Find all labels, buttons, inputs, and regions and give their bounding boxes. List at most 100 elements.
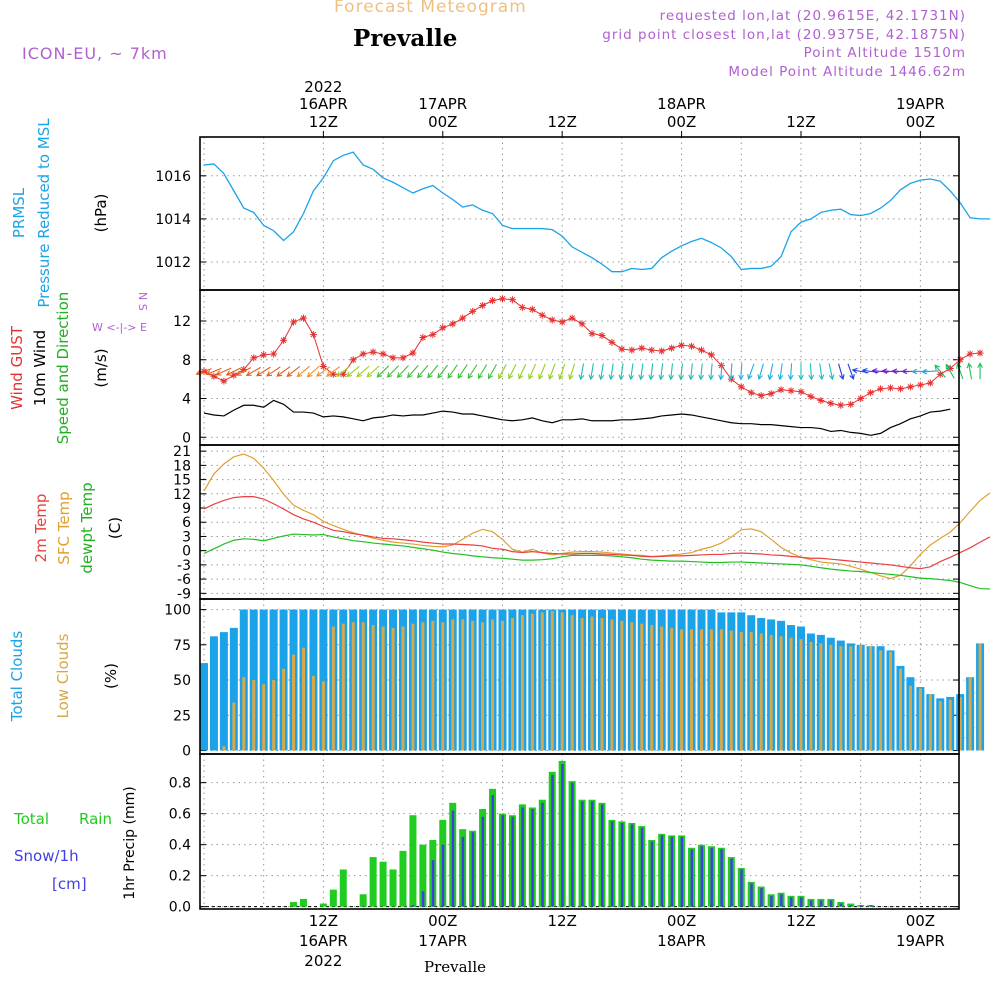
snow-bar [740, 869, 743, 907]
low-cloud-bar [341, 623, 345, 751]
low-cloud-bar [451, 619, 455, 751]
wind-direction-arrow [678, 363, 685, 381]
wind-direction-arrow [477, 364, 488, 380]
wind-gust-marker [678, 341, 686, 349]
wind-direction-arrow [698, 363, 704, 381]
rain-bar [369, 857, 377, 907]
wind-direction-arrow [396, 365, 409, 379]
snow-bar [511, 816, 514, 907]
wind-gust-marker [270, 350, 278, 358]
bottom-hour-label: 00Z [906, 912, 935, 930]
y-tick-label: 6 [182, 515, 191, 531]
wind-gust-marker [648, 346, 656, 354]
wind-gust-marker [598, 332, 606, 340]
low-cloud-bar [461, 619, 465, 751]
wind-gust-marker [976, 349, 984, 357]
low-cloud-bar [431, 620, 435, 751]
wind-direction-arrow [861, 367, 879, 374]
low-cloud-bar [799, 639, 803, 751]
wind-gust-marker [638, 344, 646, 352]
low-cloud-bar [321, 681, 325, 751]
wind-direction-arrow [921, 368, 939, 375]
wind-gust-marker [419, 333, 427, 341]
low-cloud-bar [361, 622, 365, 751]
snow-bar [620, 822, 624, 907]
wind-gust-marker [489, 297, 497, 305]
wind-gust-marker [230, 371, 238, 379]
wind-direction-arrow [266, 366, 281, 377]
snow-bar [501, 815, 504, 907]
wind-direction-arrow [255, 366, 271, 377]
wind-direction-arrow [934, 364, 946, 378]
wind-gust-marker [459, 314, 467, 322]
wind-direction-arrow [628, 363, 635, 381]
wind-gust-marker [409, 349, 417, 357]
rain-bar [379, 861, 387, 907]
low-cloud-bar [272, 680, 276, 751]
low-cloud-bar [311, 675, 315, 751]
low-cloud-bar [371, 625, 375, 751]
snow-bar [431, 860, 435, 907]
wind-direction-arrow [336, 366, 350, 378]
low-cloud-bar [471, 620, 475, 751]
bottom-hour-label: 00Z [428, 912, 457, 930]
snow-bar [451, 810, 455, 907]
wind-gust-marker [767, 390, 775, 398]
bottom-hour-label: 00Z [667, 912, 696, 930]
wind-direction-arrow [406, 365, 419, 379]
low-cloud-bar [879, 650, 883, 751]
bottom-hour-label: 12Z [786, 912, 815, 930]
y-tick-label: 3 [182, 529, 191, 545]
low-cloud-bar [809, 641, 813, 751]
y-tick-label: 12 [173, 314, 191, 330]
sfc-temp-label: SFC Temp [55, 491, 73, 564]
wind-gust-marker [916, 381, 924, 389]
y-tick-label: 75 [173, 638, 191, 654]
wind-gust-marker [309, 331, 317, 339]
rain-bar [399, 850, 407, 907]
low-cloud-bar [421, 622, 425, 751]
wind-direction-arrow [215, 367, 232, 376]
low-cloud-bar [301, 647, 305, 751]
snow-bar [710, 847, 713, 907]
y-tick-label: 1016 [155, 169, 191, 185]
low-cloud-bar [500, 620, 504, 751]
snow-bar [561, 764, 564, 907]
rain-bar [290, 902, 298, 907]
rain-bar [359, 894, 367, 907]
snow-bar [720, 849, 723, 907]
wind-direction-arrow [245, 366, 261, 376]
snow-bar [690, 849, 694, 907]
top-date-label: 16APR [299, 95, 348, 113]
low-cloud-bar [948, 699, 952, 751]
wind-direction-arrow [808, 363, 815, 381]
low-cloud-bar [351, 622, 355, 751]
wind-gust-marker [429, 331, 437, 339]
wind-direction-arrow [306, 365, 320, 378]
wind-gust-marker [260, 351, 268, 359]
snow-bar [869, 905, 873, 907]
pressure-unit: (hPa) [92, 194, 110, 233]
bottom-year-label: 2022 [304, 952, 342, 970]
y-tick-label: 12 [173, 487, 191, 503]
low-cloud-bar [928, 694, 932, 751]
wind-gust-marker [668, 344, 676, 352]
wind-gust-marker [538, 311, 546, 319]
total-cloud-bar [209, 636, 218, 751]
total-cloud-bar [259, 609, 268, 751]
y-tick-label: 0.6 [169, 807, 191, 823]
top-date-label: 18APR [657, 95, 706, 113]
wind-direction-arrow [578, 363, 585, 381]
panel-frame [199, 753, 960, 910]
wind-direction-arrow [757, 363, 764, 381]
wind-gust-marker [290, 318, 298, 326]
y-tick-label: 100 [164, 603, 191, 619]
temp-2m-line [203, 496, 991, 570]
low-cloud-bar [660, 626, 664, 751]
wind-direction-arrow [838, 363, 845, 381]
low-cloud-bar [560, 612, 564, 751]
wind-direction-arrow [588, 363, 595, 381]
dewpoint-line [203, 533, 991, 590]
wind-rose-label: W <-|-> E [92, 321, 147, 334]
temp-unit: (C) [106, 517, 124, 539]
